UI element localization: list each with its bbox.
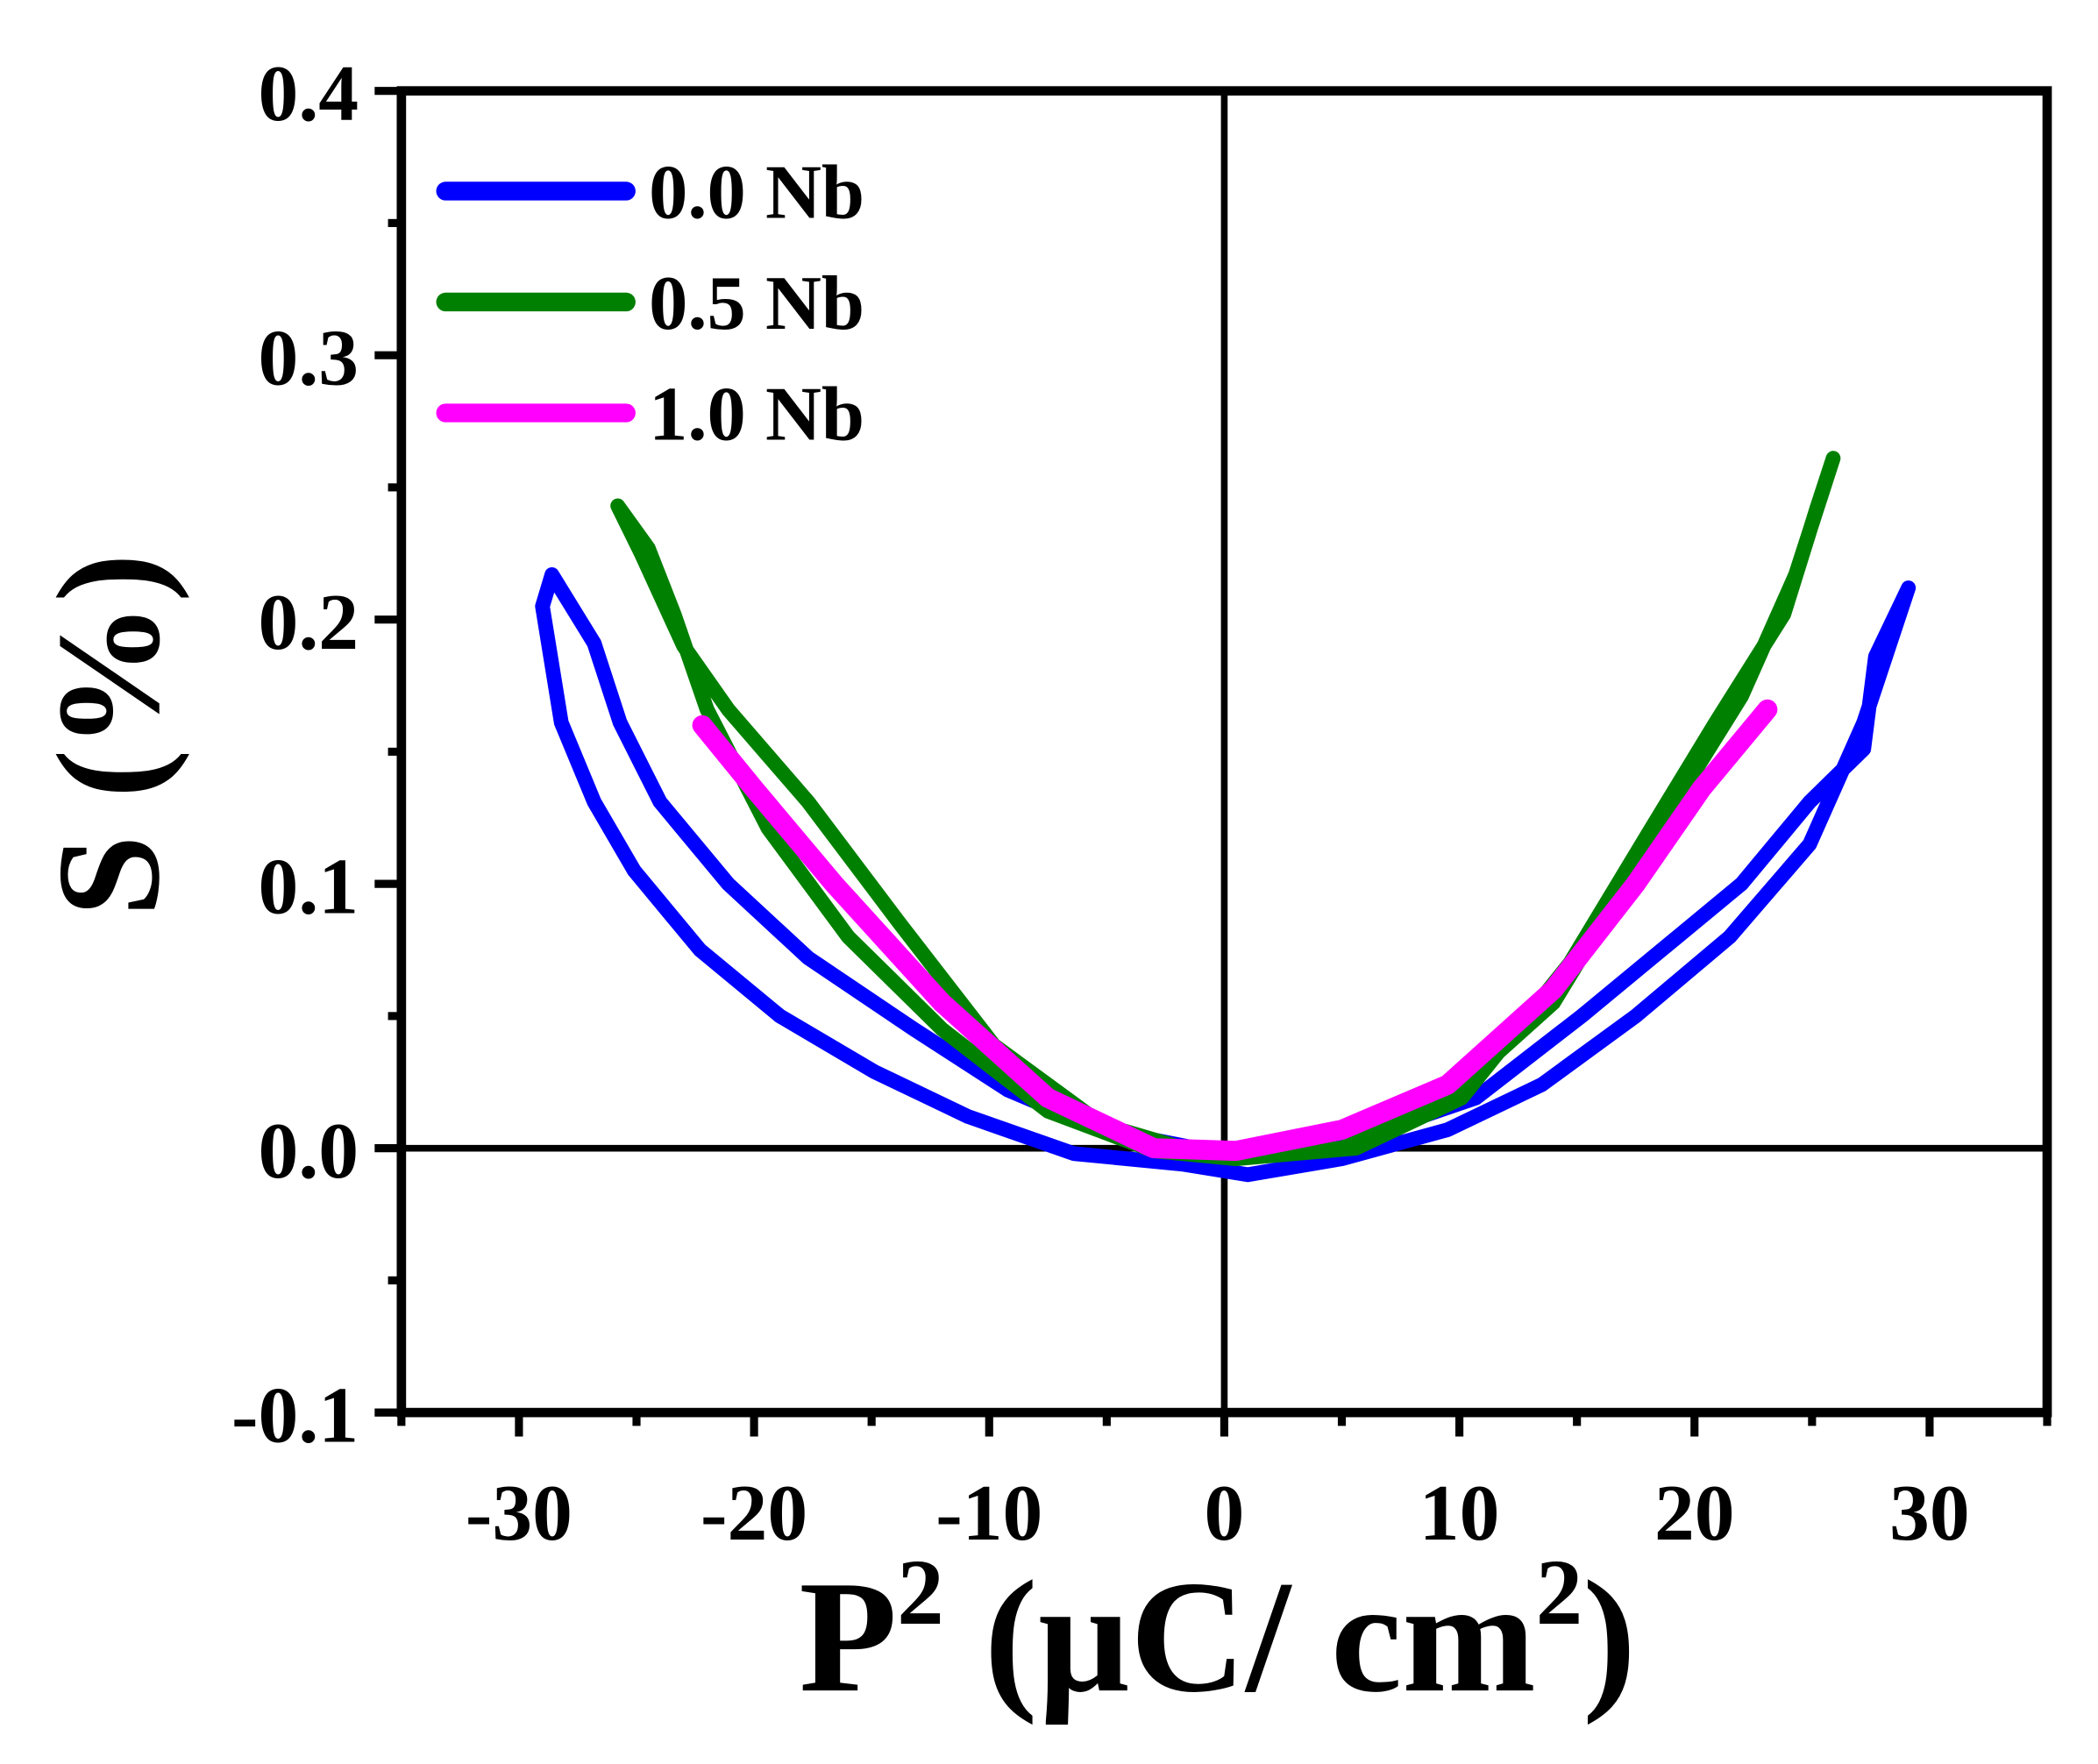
series-line-0-0-nb: [535, 567, 1917, 1183]
y-tick-label: 0.0: [259, 1106, 359, 1195]
x-label-p-sup: 2: [897, 1541, 943, 1645]
y-tick-label: 0.3: [259, 313, 359, 402]
legend: 0.0 Nb 0.5 Nb 1.0 Nb: [436, 150, 864, 458]
series-line-1-0-nb: [692, 699, 1778, 1162]
x-label-close: ): [1582, 1547, 1636, 1725]
x-tick-label: 20: [1654, 1468, 1735, 1557]
y-tick-label: 0.1: [259, 842, 359, 931]
x-tick-label: 30: [1889, 1468, 1970, 1557]
x-tick-label: 10: [1419, 1468, 1500, 1557]
x-label-unit: (µC/ cm: [944, 1547, 1536, 1725]
x-axis-label: P2 (µC/ cm2): [799, 1541, 1636, 1725]
x-label-p: P: [799, 1547, 897, 1725]
x-tick-label: -10: [935, 1468, 1042, 1557]
legend-label: 0.0 Nb: [649, 150, 864, 236]
x-tick-label: -30: [466, 1468, 573, 1557]
legend-label: 1.0 Nb: [649, 372, 864, 458]
tick-labels: -30 -20 -10 0 10 20 30 -0.1 0.0 0.1 0.2 0.3 0.4: [231, 48, 1970, 1557]
y-tick-label: 0.2: [259, 577, 359, 666]
x-tick-label: -20: [701, 1468, 807, 1557]
series-group: [535, 451, 1917, 1183]
x-label-unit-sup: 2: [1536, 1541, 1582, 1645]
x-tick-label: 0: [1205, 1468, 1245, 1557]
y-axis-label: S (%): [27, 553, 190, 916]
plot-frame: [396, 86, 2052, 1418]
legend-label: 0.5 Nb: [649, 260, 864, 346]
y-tick-label: 0.4: [259, 48, 359, 138]
y-tick-label: -0.1: [231, 1370, 359, 1460]
